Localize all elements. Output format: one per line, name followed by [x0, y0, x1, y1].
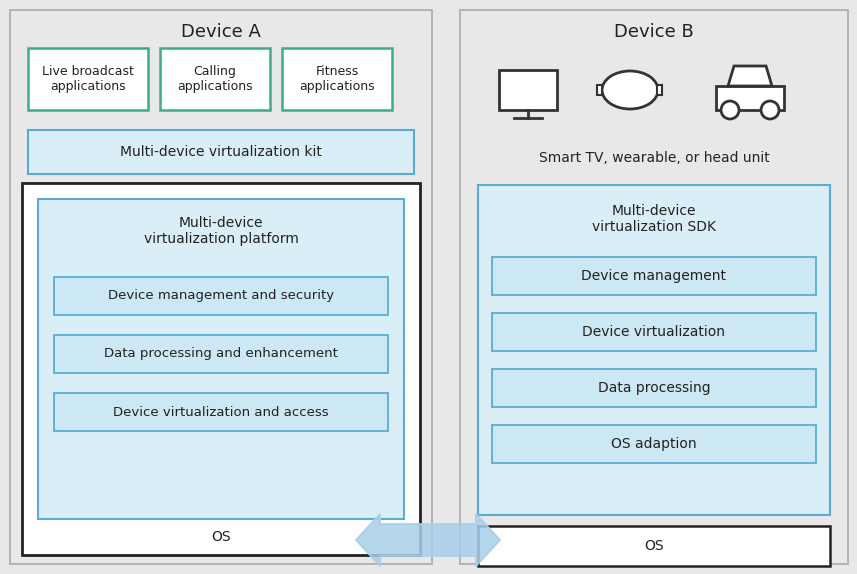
Bar: [657, 85, 662, 95]
Text: Multi-device
virtualization platform: Multi-device virtualization platform: [144, 216, 298, 246]
Bar: [10, 10, 432, 564]
Bar: [492, 425, 816, 463]
Text: OS adaption: OS adaption: [611, 437, 697, 451]
Polygon shape: [356, 514, 500, 566]
Text: Device management: Device management: [582, 269, 727, 283]
Bar: [492, 313, 816, 351]
Text: Device virtualization: Device virtualization: [583, 325, 726, 339]
Bar: [22, 183, 420, 555]
Bar: [460, 10, 848, 564]
Bar: [716, 86, 784, 110]
Text: OS: OS: [644, 539, 664, 553]
Circle shape: [721, 101, 739, 119]
Text: Multi-device virtualization kit: Multi-device virtualization kit: [120, 145, 322, 159]
Text: Data processing: Data processing: [597, 381, 710, 395]
Text: Fitness
applications: Fitness applications: [299, 65, 375, 93]
Bar: [499, 70, 557, 110]
Bar: [28, 48, 148, 110]
Bar: [597, 85, 602, 95]
Circle shape: [761, 101, 779, 119]
Text: Multi-device
virtualization SDK: Multi-device virtualization SDK: [592, 204, 716, 234]
Text: Device A: Device A: [181, 23, 261, 41]
Text: Device B: Device B: [614, 23, 694, 41]
Polygon shape: [728, 66, 772, 86]
Text: Device virtualization and access: Device virtualization and access: [113, 405, 329, 418]
Text: Smart TV, wearable, or head unit: Smart TV, wearable, or head unit: [539, 151, 770, 165]
Bar: [28, 130, 414, 174]
Text: Data processing and enhancement: Data processing and enhancement: [104, 347, 338, 360]
Bar: [54, 393, 388, 431]
Bar: [54, 277, 388, 315]
Bar: [492, 257, 816, 295]
Bar: [160, 48, 270, 110]
Bar: [478, 526, 830, 566]
Bar: [492, 369, 816, 407]
Bar: [38, 199, 404, 519]
Text: Live broadcast
applications: Live broadcast applications: [42, 65, 134, 93]
Text: Device management and security: Device management and security: [108, 289, 334, 302]
Ellipse shape: [602, 71, 658, 109]
Bar: [478, 185, 830, 515]
Text: Calling
applications: Calling applications: [177, 65, 253, 93]
Bar: [282, 48, 392, 110]
Bar: [54, 335, 388, 373]
Text: OS: OS: [211, 530, 231, 544]
